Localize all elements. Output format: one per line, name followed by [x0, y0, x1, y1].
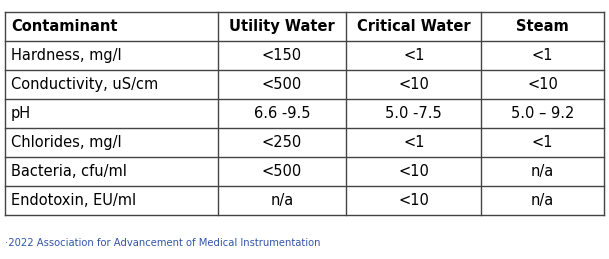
Text: Hardness, mg/l: Hardness, mg/l [11, 48, 122, 63]
Text: <1: <1 [532, 48, 554, 63]
Text: <500: <500 [262, 77, 302, 92]
Text: <10: <10 [527, 77, 558, 92]
Text: Chlorides, mg/l: Chlorides, mg/l [11, 135, 122, 150]
Text: Critical Water: Critical Water [357, 19, 471, 34]
Text: n/a: n/a [531, 164, 554, 179]
Text: 5.0 -7.5: 5.0 -7.5 [385, 106, 442, 121]
Text: Steam: Steam [516, 19, 569, 34]
Text: <10: <10 [398, 193, 429, 208]
Text: <150: <150 [262, 48, 302, 63]
Text: <250: <250 [262, 135, 302, 150]
Text: <1: <1 [403, 135, 424, 150]
Text: 5.0 – 9.2: 5.0 – 9.2 [511, 106, 574, 121]
Text: <1: <1 [532, 135, 554, 150]
Text: n/a: n/a [531, 193, 554, 208]
Text: Utility Water: Utility Water [229, 19, 335, 34]
Text: Contaminant: Contaminant [11, 19, 118, 34]
Text: ·2022 Association for Advancement of Medical Instrumentation: ·2022 Association for Advancement of Med… [5, 239, 320, 248]
Text: <10: <10 [398, 77, 429, 92]
Text: <1: <1 [403, 48, 424, 63]
Text: pH: pH [11, 106, 31, 121]
Text: Conductivity, uS/cm: Conductivity, uS/cm [11, 77, 158, 92]
Text: Endotoxin, EU/ml: Endotoxin, EU/ml [11, 193, 136, 208]
Text: Bacteria, cfu/ml: Bacteria, cfu/ml [11, 164, 127, 179]
Text: 6.6 -9.5: 6.6 -9.5 [254, 106, 310, 121]
Text: <500: <500 [262, 164, 302, 179]
Text: n/a: n/a [270, 193, 294, 208]
Text: <10: <10 [398, 164, 429, 179]
